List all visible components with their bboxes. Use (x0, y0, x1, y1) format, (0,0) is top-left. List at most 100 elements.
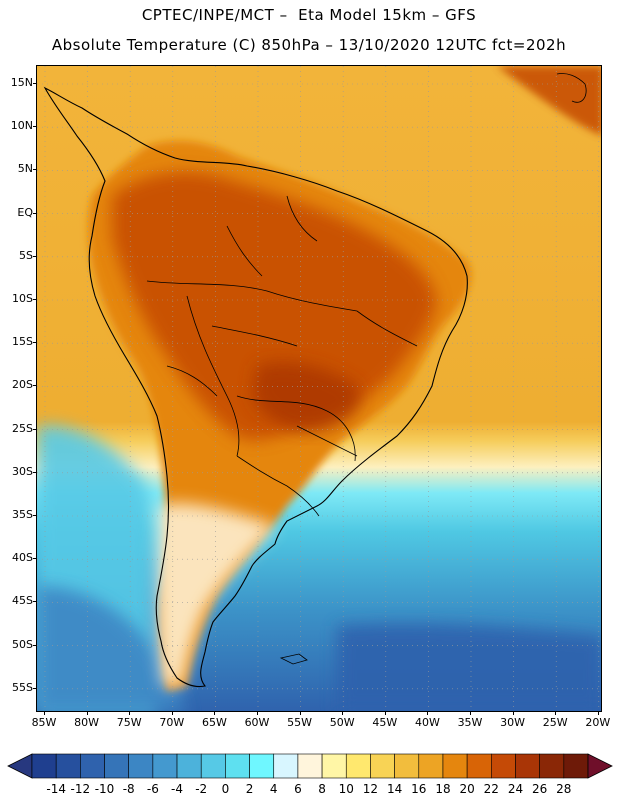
colorbar-swatch (31, 753, 57, 779)
colorbar-swatch (152, 753, 178, 779)
colorbar-label: 0 (221, 782, 230, 796)
latitude-label: 15S (12, 335, 33, 349)
longitude-tick (597, 711, 599, 715)
chart-title-line-1: CPTEC/INPE/MCT – Eta Model 15km – GFS (141, 6, 477, 24)
temperature-map-svg (37, 66, 601, 711)
colorbar-label: 2 (245, 782, 254, 796)
colorbar-swatch (539, 753, 565, 779)
longitude-tick (129, 711, 131, 715)
latitude-tick (33, 558, 37, 560)
colorbar-label: 6 (294, 782, 302, 796)
colorbar-swatch (418, 753, 444, 779)
colorbar-label: -2 (195, 782, 208, 796)
latitude-tick (33, 342, 37, 344)
latitude-label: 5S (19, 248, 33, 262)
longitude-tick (470, 711, 471, 715)
longitude-tick (299, 711, 301, 715)
south-atlantic-cold-zone (337, 624, 601, 711)
colorbar-swatch (297, 753, 323, 779)
longitude-label: 35W (457, 716, 483, 729)
latitude-label: 50S (12, 637, 33, 651)
latitude-label: 25S (12, 421, 33, 435)
longitude-tick (214, 711, 216, 715)
colorbar-swatch (345, 753, 371, 779)
longitude-label: 75W (116, 716, 142, 729)
longitude-tick (512, 711, 514, 715)
longitude-label: 55W (287, 716, 313, 729)
longitude-tick (342, 711, 344, 715)
colorbar-swatch (273, 753, 299, 779)
latitude-label: 20S (12, 378, 33, 392)
colorbar-label: 14 (386, 782, 403, 796)
country-borders (146, 195, 418, 517)
latitude-tick (33, 299, 37, 300)
colorbar-swatch (200, 753, 226, 779)
colorbar-label: 18 (435, 782, 451, 796)
latitude-label: 40S (12, 551, 33, 565)
latitude-label: 30S (12, 464, 33, 478)
colorbar-swatch (128, 753, 154, 779)
longitude-label: 25W (542, 716, 568, 729)
colorbar-swatch (176, 753, 202, 779)
colorbar-label: -6 (146, 782, 159, 796)
colorbar-label: -14 (46, 782, 66, 796)
latitude-tick (33, 126, 37, 128)
latitude-tick (33, 83, 37, 84)
latitude-tick (33, 687, 37, 689)
latitude-tick (33, 255, 37, 257)
latitude-tick (33, 644, 37, 646)
latitude-label: 55S (12, 680, 33, 694)
colorbar-over-arrow (587, 753, 613, 779)
latitude-tick (33, 471, 37, 473)
central-hot-zone (112, 172, 437, 441)
warm-ne-corner (497, 66, 601, 136)
colorbar-label: 12 (362, 782, 379, 796)
colorbar-label: -4 (171, 782, 184, 796)
latitude-label: 10N (10, 119, 33, 133)
longitude-label: 80W (74, 716, 100, 729)
longitude-tick (427, 711, 429, 715)
latitude-tick (33, 601, 37, 603)
colorbar-swatch (321, 753, 347, 779)
latitude-tick (33, 169, 37, 171)
longitude-tick (384, 711, 386, 715)
temperature-map (36, 65, 602, 712)
longitude-tick (86, 711, 88, 715)
colorbar-swatch (491, 753, 516, 779)
chart-title-line-2: Absolute Temperature (C) 850hPa – 13/10/… (51, 36, 567, 54)
colorbar-label: -10 (94, 782, 115, 796)
caribbean-islands (556, 73, 587, 103)
southern-cold-zone (37, 586, 187, 711)
colorbar-label: 26 (532, 782, 548, 796)
colorbar-label: 4 (269, 782, 278, 796)
colorbar-swatch (80, 753, 105, 779)
longitude-label: 85W (31, 716, 57, 729)
colorbar-swatch (563, 753, 589, 779)
colorbar-label: 24 (507, 782, 524, 796)
longitude-tick (171, 711, 173, 715)
longitude-tick (257, 711, 258, 715)
colorbar-swatch (225, 753, 250, 779)
colorbar-swatch (55, 753, 81, 779)
longitude-label: 70W (159, 716, 185, 729)
latitude-tick (33, 385, 37, 387)
latitude-tick (33, 515, 37, 516)
longitude-label: 40W (414, 716, 440, 729)
longitude-label: 65W (201, 716, 227, 729)
latitude-label: EQ (17, 205, 33, 219)
colorbar-swatch (466, 753, 492, 779)
longitude-label: 50W (329, 716, 355, 729)
colorbar-label: 22 (483, 782, 499, 796)
patagonia-cool-zone (156, 503, 277, 686)
latitude-label: 10S (12, 292, 33, 305)
colorbar-swatch (249, 753, 275, 779)
falkland-islands (279, 653, 308, 665)
longitude-label: 45W (372, 716, 398, 729)
latitude-label: 45S (12, 594, 33, 608)
latitude-tick (33, 428, 37, 430)
colorbar-label: 28 (556, 782, 572, 796)
colorbar-swatch (442, 753, 468, 779)
longitude-tick (555, 711, 557, 715)
colorbar (7, 753, 613, 779)
colorbar-label: 10 (338, 782, 354, 796)
